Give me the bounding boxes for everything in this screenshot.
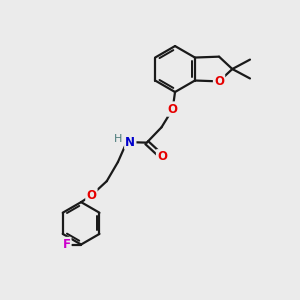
Text: F: F [62, 238, 70, 251]
Text: O: O [214, 75, 224, 88]
Text: H: H [114, 134, 123, 143]
Text: O: O [86, 189, 96, 202]
Text: O: O [157, 150, 167, 163]
Text: N: N [125, 136, 135, 148]
Text: O: O [168, 103, 178, 116]
